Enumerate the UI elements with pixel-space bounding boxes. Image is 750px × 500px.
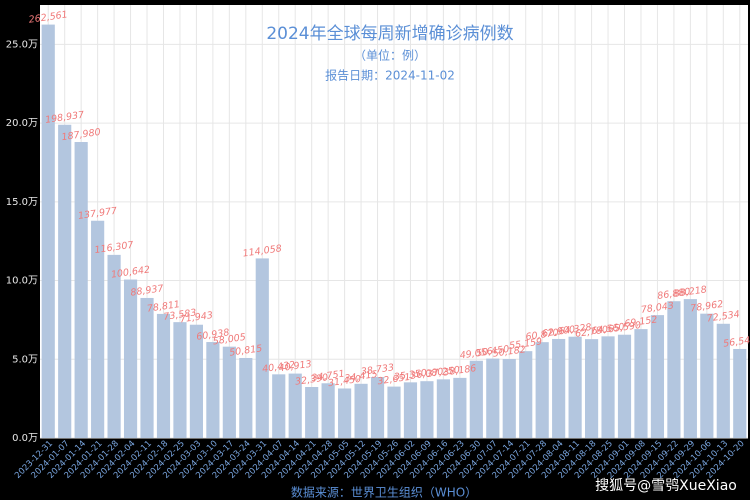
bar: [584, 339, 599, 438]
bar: [173, 322, 187, 438]
value-label: 137,977: [77, 206, 117, 222]
bar: [107, 254, 121, 438]
value-label: 72,534: [706, 309, 740, 325]
value-label: 78,043: [640, 300, 674, 316]
bar: [140, 297, 154, 438]
bar: [255, 258, 269, 438]
bar: [305, 387, 319, 438]
bar: [716, 323, 730, 438]
bar: [321, 383, 335, 438]
value-label: 100,642: [110, 264, 150, 280]
bar: [41, 24, 55, 438]
y-tick-label: 20.0万: [6, 118, 38, 129]
bar: [486, 358, 500, 438]
value-label: 88,937: [130, 283, 164, 299]
bar: [272, 374, 286, 438]
bar: [453, 377, 467, 438]
bar: [387, 386, 401, 438]
bar: [370, 377, 385, 438]
value-label: 49,056: [459, 346, 493, 362]
bar: [156, 313, 171, 438]
value-label: 78,811: [146, 299, 180, 315]
chart-subtitle: （单位：例）: [354, 48, 426, 63]
value-label: 32,390: [294, 372, 328, 388]
watermark: 搜狐号@雪鸮XueXiao: [595, 477, 737, 494]
value-label: 198,937: [44, 110, 84, 126]
bar: [683, 299, 697, 438]
value-label: 35,350: [393, 368, 427, 384]
value-label: 40,432: [262, 360, 296, 376]
y-tick-label: 25.0万: [6, 39, 38, 50]
value-label: 60,870: [525, 327, 559, 343]
value-label: 64,328: [558, 322, 592, 338]
value-label: 38,733: [360, 362, 394, 378]
bar: [58, 124, 72, 438]
value-label: 40,913: [278, 359, 312, 375]
value-label: 71,943: [179, 310, 213, 326]
bar: [700, 313, 714, 438]
bar: [617, 334, 632, 438]
value-label: 78,962: [690, 299, 724, 315]
bar: [74, 142, 88, 438]
bar: [552, 338, 566, 438]
value-label: 65,590: [607, 320, 641, 336]
value-label: 86,880: [657, 286, 691, 302]
bar: [519, 351, 533, 438]
value-label: 34,415: [344, 369, 378, 385]
bar: [436, 379, 450, 438]
value-label: 32,651: [377, 372, 411, 388]
bar: [206, 342, 220, 438]
value-label: 62,900: [541, 324, 575, 340]
bar: [288, 373, 302, 438]
bar: [502, 358, 516, 438]
source: 数据来源：世界卫生组织（WHO）: [291, 485, 477, 500]
value-label: 36,080: [410, 366, 444, 382]
value-label: 50,182: [492, 344, 526, 360]
value-label: 31,450: [327, 374, 361, 390]
bars: [41, 24, 747, 438]
bar: [634, 329, 648, 438]
bar: [222, 346, 236, 438]
value-label: 58,005: [212, 332, 246, 348]
value-label: 187,980: [61, 127, 101, 143]
bar: [123, 279, 138, 438]
value-label: 50,815: [229, 343, 263, 359]
bar: [338, 388, 352, 438]
bar: [91, 220, 105, 438]
y-tick-label: 15.0万: [6, 197, 38, 208]
bar: [650, 315, 665, 438]
bar: [403, 382, 418, 438]
y-tick-label: 10.0万: [6, 276, 38, 287]
bar: [469, 360, 483, 438]
chart-title: 2024年全球每周新增确诊病例数: [266, 24, 513, 44]
value-label: 64,560: [591, 322, 625, 338]
bar: [189, 324, 204, 438]
bar: [733, 348, 747, 438]
value-label: 50,450: [476, 344, 510, 360]
y-tick-label: 0.0万: [12, 433, 38, 444]
value-label: 34,751: [311, 369, 345, 385]
value-label: 60,938: [196, 327, 230, 343]
bar: [239, 357, 253, 438]
bar: [354, 383, 368, 438]
value-label: 88,218: [673, 284, 707, 300]
y-tick-label: 5.0万: [12, 354, 38, 365]
value-label: 62,780: [574, 324, 608, 340]
value-label: 73,583: [163, 307, 197, 323]
bar: [535, 342, 549, 438]
value-label: 37,250: [426, 365, 460, 381]
bar: [667, 301, 681, 438]
value-label: 262,561: [28, 9, 68, 25]
bar: [568, 336, 582, 438]
bar: [420, 381, 434, 438]
value-label: 56,543: [723, 334, 750, 350]
value-label: 38,186: [443, 363, 477, 379]
value-label: 116,307: [94, 240, 134, 256]
value-label: 55,159: [508, 336, 542, 352]
report-date: 报告日期：2024-11-02: [325, 68, 455, 83]
bar: [601, 336, 615, 438]
value-label: 69,152: [624, 314, 658, 330]
value-label: 114,058: [242, 243, 282, 259]
